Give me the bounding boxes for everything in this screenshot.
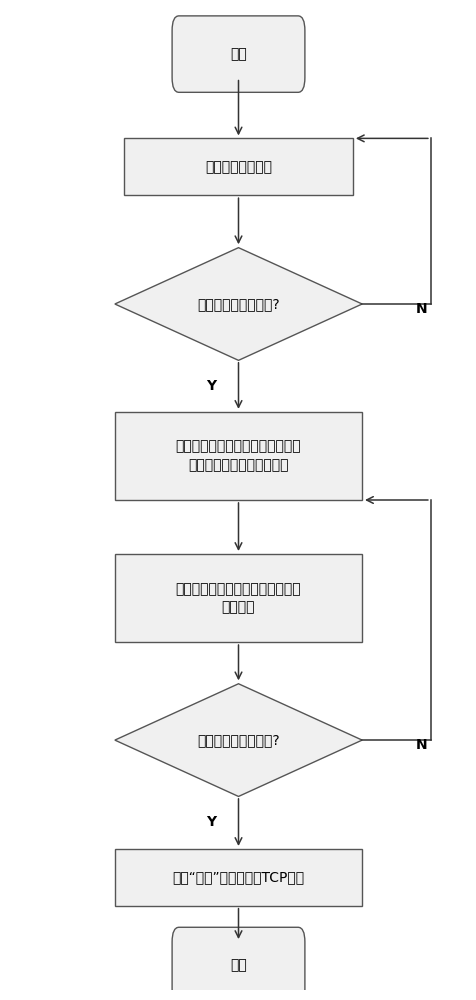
Text: 读取从端传递过来力信息数据，并
显示保存: 读取从端传递过来力信息数据，并 显示保存 bbox=[175, 582, 301, 614]
Text: Y: Y bbox=[206, 815, 216, 829]
Polygon shape bbox=[115, 248, 361, 360]
Bar bbox=[115, 554, 361, 642]
Text: 开始: 开始 bbox=[229, 47, 247, 61]
Text: 有没有连接到达请求?: 有没有连接到达请求? bbox=[197, 297, 279, 311]
Text: 有没有本地停止请求?: 有没有本地停止请求? bbox=[197, 733, 279, 747]
Bar bbox=[115, 412, 361, 500]
Text: N: N bbox=[415, 302, 426, 316]
FancyBboxPatch shape bbox=[172, 16, 304, 92]
Bar bbox=[124, 138, 352, 195]
Text: 启动位置、力信息和数据采集和发
送程序，并发送数据到从端: 启动位置、力信息和数据采集和发 送程序，并发送数据到从端 bbox=[175, 440, 301, 472]
Bar bbox=[115, 849, 361, 906]
Text: 结束: 结束 bbox=[229, 958, 247, 972]
FancyBboxPatch shape bbox=[172, 927, 304, 1000]
Text: N: N bbox=[415, 738, 426, 752]
Polygon shape bbox=[115, 684, 361, 796]
Text: 在指定的端口侦听: 在指定的端口侦听 bbox=[205, 160, 271, 174]
Text: 发送“终止”标志、关闭TCP连接: 发送“终止”标志、关闭TCP连接 bbox=[172, 870, 304, 884]
Text: Y: Y bbox=[206, 379, 216, 393]
